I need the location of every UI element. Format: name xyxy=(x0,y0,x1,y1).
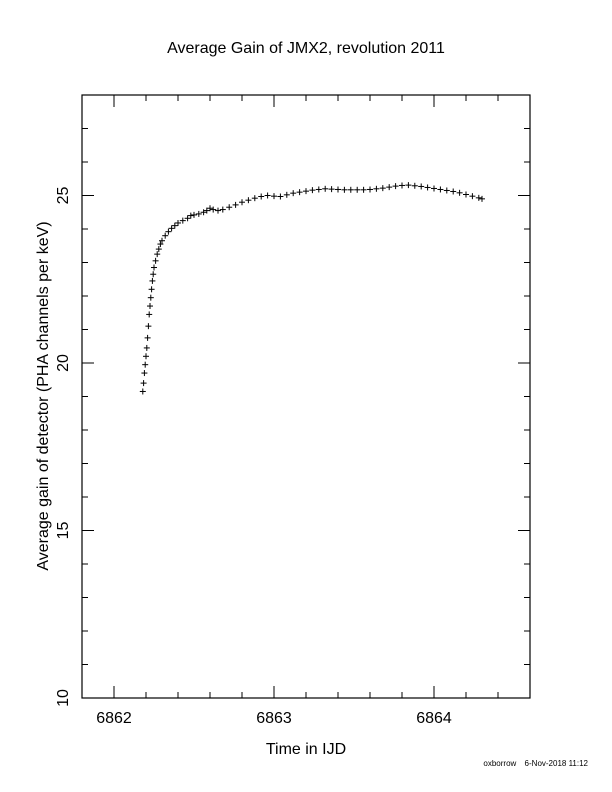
x-tick-label: 6864 xyxy=(416,710,452,727)
data-point xyxy=(328,186,335,193)
data-point xyxy=(147,294,154,301)
data-point xyxy=(187,212,194,219)
data-point xyxy=(437,186,444,193)
data-point xyxy=(150,271,157,278)
data-point xyxy=(479,195,485,202)
data-point xyxy=(191,211,197,218)
data-point xyxy=(335,186,341,193)
y-tick-label: 15 xyxy=(55,522,72,540)
data-point xyxy=(184,215,191,222)
data-point xyxy=(431,185,437,192)
data-point xyxy=(215,207,221,214)
data-point xyxy=(155,246,162,253)
data-point xyxy=(245,197,252,204)
data-point xyxy=(165,228,172,235)
data-point xyxy=(159,237,165,244)
data-point xyxy=(399,182,405,189)
footer-stamp: oxborrow 6-Nov-2018 11:12 xyxy=(477,759,588,768)
data-point xyxy=(168,225,175,232)
data-point xyxy=(232,201,239,208)
data-point xyxy=(296,189,303,196)
data-point xyxy=(195,210,202,217)
data-point xyxy=(179,217,186,224)
data-point xyxy=(200,209,207,216)
data-point xyxy=(283,191,290,198)
x-tick-label: 6863 xyxy=(256,710,292,727)
data-point xyxy=(207,205,213,212)
data-point xyxy=(443,187,450,194)
axis-ticks: 6862 6863 6864 10 15 20 25 xyxy=(55,94,531,727)
y-tick-label: 10 xyxy=(55,689,72,707)
data-point xyxy=(322,185,329,192)
data-point xyxy=(341,186,348,193)
data-point xyxy=(143,353,149,360)
data-point xyxy=(144,334,151,341)
plot-frame xyxy=(81,94,531,699)
data-point xyxy=(219,206,226,213)
data-point xyxy=(469,193,476,200)
data-point xyxy=(251,195,258,202)
y-tick-label: 25 xyxy=(55,187,72,205)
data-point xyxy=(264,192,271,199)
data-point xyxy=(347,186,354,193)
data-point xyxy=(171,222,178,229)
data-point xyxy=(392,183,399,190)
data-point xyxy=(226,204,233,211)
data-point xyxy=(354,186,361,193)
footer-user: oxborrow xyxy=(483,759,517,768)
y-axis-label: Average gain of detector (PHA channels p… xyxy=(35,221,52,570)
data-point xyxy=(142,361,149,368)
data-point xyxy=(271,193,277,200)
footer-timestamp: 6-Nov-2018 11:12 xyxy=(524,759,588,768)
data-point xyxy=(239,199,245,206)
data-point xyxy=(277,193,284,200)
data-point xyxy=(290,190,297,197)
data-point xyxy=(424,184,431,191)
x-tick-label: 6862 xyxy=(96,710,132,727)
data-point xyxy=(405,182,412,189)
data-point xyxy=(145,323,152,330)
data-point xyxy=(147,303,153,310)
data-point xyxy=(411,182,418,189)
data-point xyxy=(154,251,161,258)
data-point xyxy=(175,219,181,226)
x-axis-label: Time in IJD xyxy=(266,741,346,758)
data-point xyxy=(140,380,147,387)
data-point xyxy=(475,194,482,201)
data-point xyxy=(148,286,155,293)
data-point xyxy=(143,344,150,351)
data-point xyxy=(418,183,425,190)
y-tick-label: 20 xyxy=(55,354,72,372)
data-point xyxy=(203,207,210,214)
data-point xyxy=(456,189,463,196)
data-points xyxy=(139,182,485,395)
data-point xyxy=(157,241,164,248)
data-point xyxy=(373,185,380,192)
data-point xyxy=(210,206,217,213)
data-point xyxy=(146,311,153,318)
data-point xyxy=(367,186,373,193)
data-point xyxy=(141,370,148,377)
data-point xyxy=(360,186,367,193)
data-point xyxy=(149,277,156,284)
data-point xyxy=(379,185,386,192)
data-point xyxy=(162,232,169,239)
data-point xyxy=(315,186,322,193)
data-point xyxy=(139,388,146,395)
data-point xyxy=(303,188,309,195)
data-point xyxy=(386,184,393,191)
data-point xyxy=(450,188,457,195)
data-point xyxy=(151,264,157,271)
chart-title: Average Gain of JMX2, revolution 2011 xyxy=(167,40,445,57)
data-point xyxy=(463,191,469,198)
data-point xyxy=(258,193,265,200)
data-point xyxy=(152,257,159,264)
data-point xyxy=(309,187,316,194)
